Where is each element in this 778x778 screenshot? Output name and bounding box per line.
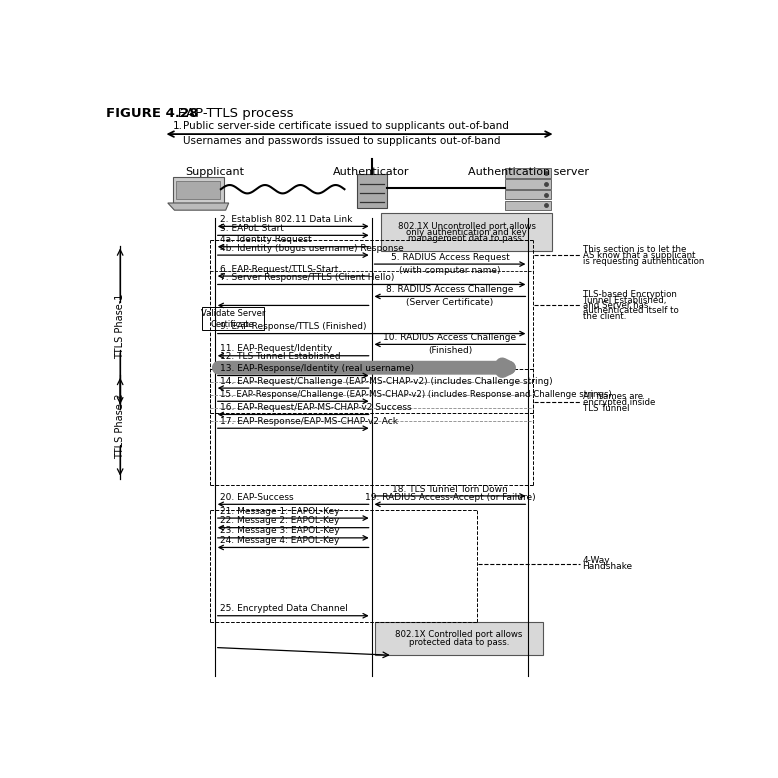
Text: 4b. Identity (bogus username) Response: 4b. Identity (bogus username) Response xyxy=(219,244,404,253)
Text: 22. Message 2: EAPOL-Key: 22. Message 2: EAPOL-Key xyxy=(219,517,339,525)
Text: 16. EAP-Request/EAP-MS-CHAP-v2 Success: 16. EAP-Request/EAP-MS-CHAP-v2 Success xyxy=(219,403,412,412)
Text: TTLS Phase-1: TTLS Phase-1 xyxy=(115,294,125,359)
Text: This section is to let the: This section is to let the xyxy=(583,244,686,254)
Text: 2. Establish 802.11 Data Link: 2. Establish 802.11 Data Link xyxy=(219,215,352,224)
Text: and Server has: and Server has xyxy=(583,301,648,310)
Text: the client.: the client. xyxy=(583,312,626,321)
Polygon shape xyxy=(168,203,229,210)
Text: 4a. Identity Request: 4a. Identity Request xyxy=(219,235,311,244)
Text: (Finished): (Finished) xyxy=(428,346,472,356)
Text: Certificate: Certificate xyxy=(211,320,255,329)
Text: Authentication server: Authentication server xyxy=(468,167,589,177)
Text: 4-Way: 4-Way xyxy=(583,556,610,565)
Text: 18. TLS Tunnel Torn Down: 18. TLS Tunnel Torn Down xyxy=(392,485,508,493)
Text: Usernames and passwords issued to supplicants out-of-band: Usernames and passwords issued to suppli… xyxy=(183,136,500,146)
Text: 21. Message 1: EAPOL-Key: 21. Message 1: EAPOL-Key xyxy=(219,506,339,516)
Text: 6. EAP-Request/TTLS-Start: 6. EAP-Request/TTLS-Start xyxy=(219,265,338,274)
Text: EAP-TTLS process: EAP-TTLS process xyxy=(165,107,293,120)
Text: 802.1X Controlled port allows: 802.1X Controlled port allows xyxy=(395,630,523,639)
Text: protected data to pass.: protected data to pass. xyxy=(408,638,510,647)
Text: Handshake: Handshake xyxy=(583,562,633,571)
Text: FIGURE 4.28: FIGURE 4.28 xyxy=(107,107,198,120)
FancyBboxPatch shape xyxy=(177,180,220,199)
FancyBboxPatch shape xyxy=(202,307,265,330)
Text: 17. EAP-Response/EAP-MS-CHAP-v2 Ack: 17. EAP-Response/EAP-MS-CHAP-v2 Ack xyxy=(219,417,398,426)
Text: TLS-based Encryption: TLS-based Encryption xyxy=(583,290,677,300)
Text: authenticated itself to: authenticated itself to xyxy=(583,307,678,315)
Text: 3. EAPoL Start: 3. EAPoL Start xyxy=(219,224,283,233)
FancyBboxPatch shape xyxy=(375,622,543,655)
Text: Authenticator: Authenticator xyxy=(333,167,410,177)
Text: 23. Message 3: EAPOL-Key: 23. Message 3: EAPOL-Key xyxy=(219,527,339,535)
Text: 14. EAP-Request/Challenge (EAP-MS-CHAP-v2) (includes Challenge string): 14. EAP-Request/Challenge (EAP-MS-CHAP-v… xyxy=(219,377,552,386)
FancyBboxPatch shape xyxy=(173,177,224,203)
FancyBboxPatch shape xyxy=(380,213,552,251)
Text: (with computer name): (with computer name) xyxy=(399,266,501,275)
Text: is requesting authentication: is requesting authentication xyxy=(583,257,704,265)
Text: 24. Message 4: EAPOL-Key: 24. Message 4: EAPOL-Key xyxy=(219,536,339,545)
Text: 8. RADIUS Access Challenge: 8. RADIUS Access Challenge xyxy=(387,285,513,294)
Text: management data to pass.: management data to pass. xyxy=(408,233,525,243)
Text: AS know that a supplicant: AS know that a supplicant xyxy=(583,251,695,260)
Text: 7. Server Response/TTLS (Client Hello): 7. Server Response/TTLS (Client Hello) xyxy=(219,273,394,282)
Text: 13. EAP-Response/Identity (real username): 13. EAP-Response/Identity (real username… xyxy=(219,364,414,373)
FancyBboxPatch shape xyxy=(506,190,551,199)
Text: Validate Server: Validate Server xyxy=(201,310,265,318)
Text: 10. RADIUS Access Challenge: 10. RADIUS Access Challenge xyxy=(384,333,517,342)
Text: TLS Tunnel: TLS Tunnel xyxy=(583,404,629,413)
FancyBboxPatch shape xyxy=(356,173,387,209)
Text: Public server-side certificate issued to supplicants out-of-band: Public server-side certificate issued to… xyxy=(183,121,509,131)
Text: TTLS Phase-2: TTLS Phase-2 xyxy=(115,394,125,460)
Text: (Server Certificate): (Server Certificate) xyxy=(406,298,493,307)
Text: 20. EAP-Success: 20. EAP-Success xyxy=(219,493,293,502)
FancyBboxPatch shape xyxy=(506,201,551,210)
Text: only authentication and key: only authentication and key xyxy=(406,227,527,237)
Text: encrypted inside: encrypted inside xyxy=(583,398,655,407)
Text: 5. RADIUS Access Request: 5. RADIUS Access Request xyxy=(391,253,510,261)
Text: 25. Encrypted Data Channel: 25. Encrypted Data Channel xyxy=(219,605,348,613)
Text: Tunnel Established,: Tunnel Established, xyxy=(583,296,666,304)
Text: 19. RADIUS Access-Accept (or Failure): 19. RADIUS Access-Accept (or Failure) xyxy=(365,493,535,502)
Text: 12. TLS Tunnel Established: 12. TLS Tunnel Established xyxy=(219,352,340,361)
Text: 802.1X Uncontrolled port allows: 802.1X Uncontrolled port allows xyxy=(398,222,535,230)
Text: Supplicant: Supplicant xyxy=(185,167,244,177)
Text: All frames are: All frames are xyxy=(583,392,643,401)
FancyBboxPatch shape xyxy=(506,168,551,178)
Text: 1.: 1. xyxy=(173,121,183,131)
Text: 11. EAP-Request/Identity: 11. EAP-Request/Identity xyxy=(219,345,332,353)
Text: 15. EAP-Response/Challenge (EAP-MS-CHAP-v2) (includes Response and Challenge str: 15. EAP-Response/Challenge (EAP-MS-CHAP-… xyxy=(219,390,612,399)
Text: 9. EAP-Response/TTLS (Finished): 9. EAP-Response/TTLS (Finished) xyxy=(219,322,366,331)
FancyBboxPatch shape xyxy=(506,179,551,188)
